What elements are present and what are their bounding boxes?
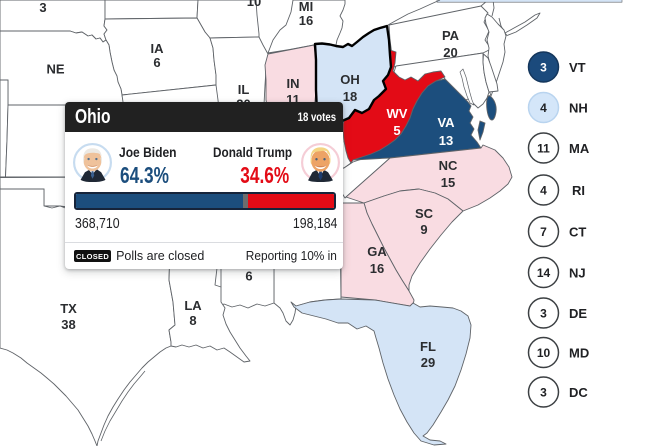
svg-text:4: 4 — [540, 101, 547, 115]
svg-text:16: 16 — [299, 13, 313, 28]
svg-text:29: 29 — [421, 355, 435, 370]
svg-text:MA: MA — [569, 141, 590, 156]
svg-text:7: 7 — [540, 225, 547, 239]
svg-text:MD: MD — [569, 346, 589, 361]
svg-text:FL: FL — [420, 339, 436, 354]
svg-text:DE: DE — [569, 306, 587, 321]
svg-text:14: 14 — [537, 266, 551, 280]
svg-text:38: 38 — [61, 317, 75, 332]
svg-text:WV: WV — [387, 106, 408, 121]
svg-text:NE: NE — [46, 62, 64, 77]
svg-text:VA: VA — [437, 115, 455, 130]
svg-text:SC: SC — [415, 206, 434, 221]
svg-text:CT: CT — [569, 225, 586, 240]
svg-text:13: 13 — [439, 133, 453, 148]
svg-text:DC: DC — [569, 385, 588, 400]
svg-text:20: 20 — [443, 45, 457, 60]
svg-text:6: 6 — [245, 269, 252, 284]
svg-text:3: 3 — [540, 61, 547, 75]
svg-text:3: 3 — [39, 0, 46, 15]
svg-text:6: 6 — [153, 55, 160, 70]
svg-text:3: 3 — [540, 386, 547, 400]
svg-text:8: 8 — [189, 313, 196, 328]
svg-text:IA: IA — [151, 41, 165, 56]
svg-text:4: 4 — [540, 184, 547, 198]
svg-text:5: 5 — [393, 123, 400, 138]
svg-text:IN: IN — [287, 76, 300, 91]
svg-text:18: 18 — [343, 89, 357, 104]
svg-text:10: 10 — [537, 346, 551, 360]
svg-text:GA: GA — [367, 244, 387, 259]
svg-text:TX: TX — [60, 301, 77, 316]
svg-text:10: 10 — [247, 0, 261, 9]
svg-text:NC: NC — [439, 158, 458, 173]
svg-text:IL: IL — [238, 82, 250, 97]
svg-text:RI: RI — [572, 183, 585, 198]
svg-text:LA: LA — [184, 298, 202, 313]
svg-text:VT: VT — [569, 60, 586, 75]
svg-text:11: 11 — [537, 142, 550, 156]
svg-text:NJ: NJ — [569, 266, 586, 281]
svg-text:NH: NH — [569, 101, 588, 116]
svg-text:16: 16 — [370, 261, 384, 276]
svg-text:15: 15 — [441, 175, 455, 190]
svg-text:OH: OH — [340, 72, 360, 87]
svg-text:3: 3 — [540, 307, 547, 321]
svg-text:9: 9 — [420, 222, 427, 237]
svg-text:MI: MI — [299, 0, 313, 14]
svg-text:PA: PA — [442, 28, 460, 43]
